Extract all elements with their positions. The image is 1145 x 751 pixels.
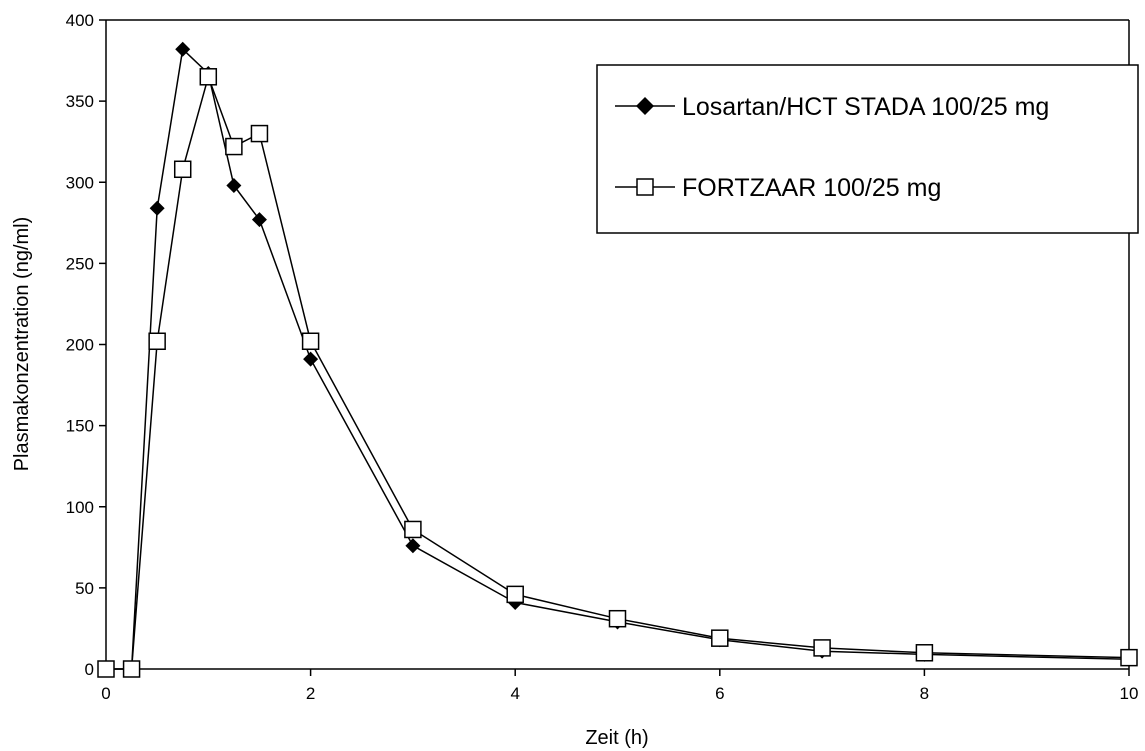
x-tick-label: 10 [1120,684,1139,703]
x-tick-label: 2 [306,684,315,703]
y-tick-label: 350 [66,92,94,111]
x-axis-ticks: 0 2 4 6 8 10 [101,669,1138,703]
y-tick-label: 300 [66,173,94,192]
data-point [122,660,141,678]
x-tick-label: 8 [920,684,929,703]
data-point [97,660,115,678]
data-point [608,609,627,628]
data-point [301,332,320,351]
series-layer [97,41,1138,678]
y-tick-label: 150 [66,417,94,436]
data-point [173,160,192,179]
x-tick-label: 6 [715,684,724,703]
x-tick-label: 4 [510,684,519,703]
data-point [148,332,166,351]
data-point [711,629,729,647]
data-point [813,639,831,657]
data-point [175,41,191,57]
y-tick-label: 200 [66,336,94,355]
y-tick-label: 400 [66,11,94,30]
legend-marker-fortzaar [636,178,654,196]
y-tick-label: 250 [66,254,94,273]
data-point [303,351,319,367]
data-point [1120,648,1138,667]
data-point [404,520,422,539]
legend-box [596,64,1139,234]
legend-label-fortzaar: FORTZAAR 100/25 mg [682,174,941,202]
data-point [506,585,524,604]
y-axis-title: Plasmakonzentration (ng/ml) [11,217,33,472]
series-markers-1 [97,68,1138,678]
legend: Losartan/HCT STADA 100/25 mg FORTZAAR 10… [596,64,1139,234]
data-point [225,137,243,156]
y-tick-label: 50 [75,579,94,598]
legend-marker-losartan [636,97,654,115]
data-point [226,177,242,193]
data-point [149,200,165,216]
data-point [250,124,269,143]
data-point [915,644,934,662]
y-tick-label: 100 [66,498,94,517]
x-axis-title: Zeit (h) [585,727,648,749]
x-tick-label: 0 [101,684,110,703]
data-point [251,212,267,228]
y-axis-ticks: 0 50 100 150 200 250 300 350 400 [66,11,106,679]
y-tick-label: 0 [85,660,94,679]
legend-label-losartan: Losartan/HCT STADA 100/25 mg [682,93,1049,121]
data-point [199,68,218,86]
data-point [405,538,421,554]
